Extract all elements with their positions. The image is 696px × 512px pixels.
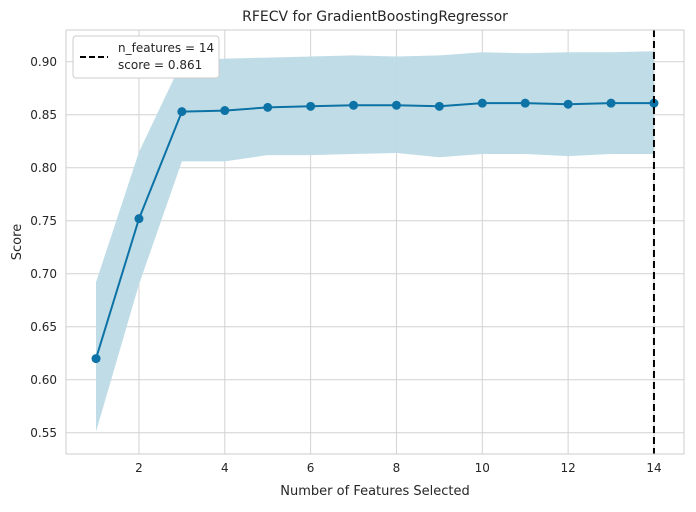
data-point [649,98,659,108]
data-point [306,101,316,111]
plot-frame [65,29,685,455]
y-tick-labels: 0.55 0.60 0.65 0.70 0.75 0.80 0.85 0.90 [30,55,57,440]
x-tick-label: 10 [475,461,490,475]
data-point [520,98,530,108]
y-tick-label: 0.85 [30,108,57,122]
legend-box [72,35,220,79]
data-point [606,98,616,108]
legend-score: score = 0.861 [118,58,202,72]
data-point [434,101,444,111]
x-axis-label: Number of Features Selected [280,484,469,499]
marker-layer [91,98,659,364]
y-axis-label: Score [10,224,25,260]
y-tick-label: 0.60 [30,373,57,387]
score-line [95,102,654,359]
y-tick-label: 0.70 [30,267,57,281]
data-point [349,100,359,110]
y-tick-label: 0.75 [30,214,57,228]
x-tick-label: 2 [135,461,143,475]
data-point [91,354,101,364]
x-tick-label: 14 [646,461,661,475]
y-tick-label: 0.55 [30,426,57,440]
data-point [477,98,487,108]
data-point [134,214,144,224]
x-tick-label: 6 [307,461,315,475]
data-point [177,107,187,117]
y-tick-label: 0.65 [30,320,57,334]
x-tick-label: 12 [560,461,575,475]
legend-n-features: n_features = 14 [118,41,214,55]
x-tick-label: 4 [221,461,229,475]
data-point [391,100,401,110]
legend: n_features = 14 score = 0.861 [72,35,220,79]
y-tick-label: 0.90 [30,55,57,69]
data-point [563,99,573,109]
x-tick-label: 8 [393,461,401,475]
x-tick-labels: 2 4 6 8 10 12 14 [135,461,661,475]
score-std-band [96,51,654,432]
chart-title: RFECV for GradientBoostingRegressor [242,9,508,25]
data-point [220,106,230,116]
data-point [263,102,273,112]
y-tick-label: 0.80 [30,161,57,175]
